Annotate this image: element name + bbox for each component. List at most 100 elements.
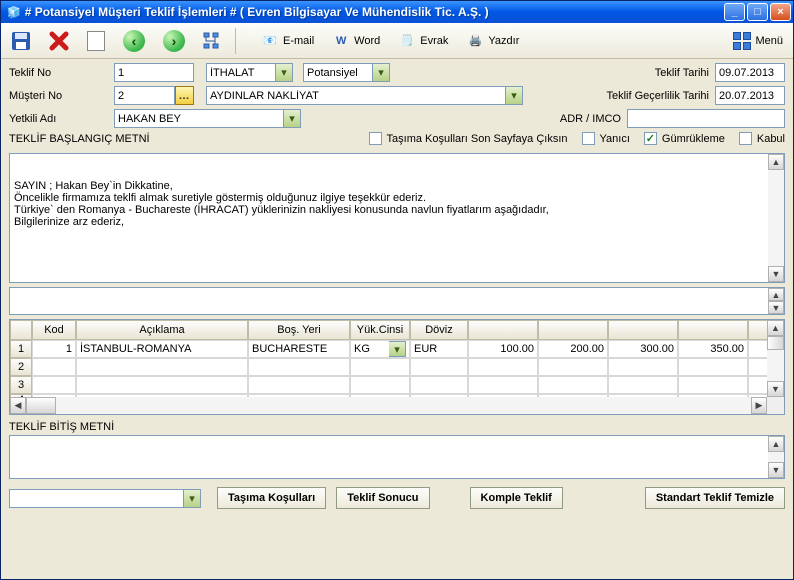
chk-tasima[interactable]: Taşıma Koşulları Son Sayfaya Çıksın [369,132,568,145]
col-aciklama[interactable]: Açıklama [76,320,248,340]
col-yuk[interactable]: Yük.Cinsi [350,320,410,340]
scroll-down-icon[interactable]: ▼ [768,266,784,282]
cell-c3[interactable]: 300.00 [608,340,678,358]
word-button[interactable]: W Word [328,30,384,52]
close-button[interactable]: × [770,3,791,21]
end-text-area[interactable]: ▲▼ [9,435,785,479]
col-doviz[interactable]: Döviz [410,320,468,340]
start-text-label: TEKLİF BAŞLANGIÇ METNİ [9,133,150,145]
musteri-lookup-button[interactable]: … [175,86,194,105]
adr-label: ADR / IMCO [560,113,621,125]
new-button[interactable] [83,29,109,53]
temizle-button[interactable]: Standart Teklif Temizle [645,487,785,509]
chevron-down-icon[interactable]: ▾ [389,341,406,357]
evrak-button[interactable]: 🗒️ Evrak [394,30,452,52]
cell-c4[interactable]: 350.00 [678,340,748,358]
minimize-button[interactable]: _ [724,3,745,21]
end-text-label: TEKLİF BİTİŞ METNİ [9,421,785,433]
grid-hscroll[interactable]: ◀ ▶ [10,397,767,414]
cell-bos[interactable]: BUCHARESTE [248,340,350,358]
middle-strip[interactable]: ▲▼ [9,287,785,315]
scroll-left-icon[interactable]: ◀ [10,397,26,414]
teklif-type-value[interactable] [206,63,276,82]
cell-kod[interactable]: 1 [32,340,76,358]
adr-input[interactable] [627,109,785,128]
chevron-down-icon[interactable]: ▾ [284,109,301,128]
email-icon: 📧 [261,32,279,50]
save-icon [11,31,31,51]
footer-combo[interactable]: ▾ [9,489,201,508]
menu-label: Menü [755,35,783,47]
col-bos[interactable]: Boş. Yeri [248,320,350,340]
window-title: # Potansiyel Müşteri Teklif İşlemleri # … [25,5,724,19]
row-header[interactable]: 3 [10,376,32,394]
start-text-area[interactable]: SAYIN ; Hakan Bey`in Dikkatine, Öncelikl… [9,153,785,283]
print-button[interactable]: 🖨️ Yazdır [462,30,523,52]
strip-vscroll[interactable]: ▲▼ [768,288,784,314]
footer-combo-input[interactable] [9,489,184,508]
prev-button[interactable]: ‹ [119,28,149,54]
musteri-value[interactable] [206,86,506,105]
chk-kabul[interactable]: Kabul [739,132,785,145]
potansiyel-value[interactable] [303,63,373,82]
save-button[interactable] [7,29,35,53]
app-icon: 🧊 [7,6,21,19]
chk-yanici[interactable]: Yanıcı [582,132,630,145]
printer-icon: 🖨️ [466,32,484,50]
teklif-no-input[interactable] [114,63,194,82]
checkbox-checked-icon: ✓ [644,132,657,145]
teklif-tarihi-input[interactable] [715,63,785,82]
row-header[interactable]: 1 [10,340,32,358]
menu-button[interactable]: Menü [729,30,787,52]
tree-button[interactable] [199,30,225,52]
potansiyel-combo[interactable]: ▾ [303,63,390,82]
cell-yuk[interactable]: KG▾ [350,340,410,358]
chevron-down-icon[interactable]: ▾ [373,63,390,82]
email-button[interactable]: 📧 E-mail [257,30,318,52]
musteri-no-label: Müşteri No [9,90,114,102]
end-vscroll[interactable]: ▲▼ [768,436,784,478]
scroll-down-icon[interactable]: ▼ [767,381,784,397]
chevron-down-icon[interactable]: ▾ [506,86,523,105]
chevron-down-icon[interactable]: ▾ [184,489,201,508]
grid-vscroll[interactable]: ▲ ▼ [767,320,784,397]
textarea-vscroll[interactable]: ▲ ▼ [768,154,784,282]
col-kod[interactable]: Kod [32,320,76,340]
cell-c2[interactable]: 200.00 [538,340,608,358]
maximize-button[interactable]: □ [747,3,768,21]
cell-aciklama[interactable]: İSTANBUL-ROMANYA [76,340,248,358]
teklif-no-label: Teklif No [9,67,114,79]
delete-button[interactable] [45,29,73,53]
musteri-combo[interactable]: ▾ [206,86,523,105]
scroll-up-icon[interactable]: ▲ [768,288,784,301]
scroll-down-icon[interactable]: ▼ [768,301,784,314]
start-text-content: SAYIN ; Hakan Bey`in Dikkatine, Öncelikl… [14,180,780,228]
teklif-type-combo[interactable]: ▾ [206,63,293,82]
musteri-no-input[interactable] [114,86,175,105]
gecerlilik-input[interactable] [715,86,785,105]
checkbox-icon [369,132,382,145]
data-grid[interactable]: Kod Açıklama Boş. Yeri Yük.Cinsi Döviz 1… [9,319,785,415]
yetkili-value[interactable] [114,109,284,128]
komple-button[interactable]: Komple Teklif [470,487,563,509]
cell-c1[interactable]: 100.00 [468,340,538,358]
scroll-up-icon[interactable]: ▲ [767,320,784,336]
scroll-up-icon[interactable]: ▲ [768,436,784,452]
evrak-label: Evrak [420,35,448,47]
yetkili-combo[interactable]: ▾ [114,109,301,128]
chk-gumruk[interactable]: ✓Gümrükleme [644,132,725,145]
chevron-down-icon[interactable]: ▾ [276,63,293,82]
delete-icon [49,31,69,51]
checkbox-icon [582,132,595,145]
scroll-up-icon[interactable]: ▲ [768,154,784,170]
word-icon: W [332,32,350,50]
menu-icon [733,32,751,50]
sonuc-button[interactable]: Teklif Sonucu [336,487,429,509]
row-header[interactable]: 2 [10,358,32,376]
cell-doviz[interactable]: EUR [410,340,468,358]
gecerlilik-label: Teklif Geçerlilik Tarihi [607,90,710,102]
next-button[interactable]: › [159,28,189,54]
scroll-right-icon[interactable]: ▶ [751,397,767,414]
scroll-down-icon[interactable]: ▼ [768,462,784,478]
tasima-button[interactable]: Taşıma Koşulları [217,487,326,509]
